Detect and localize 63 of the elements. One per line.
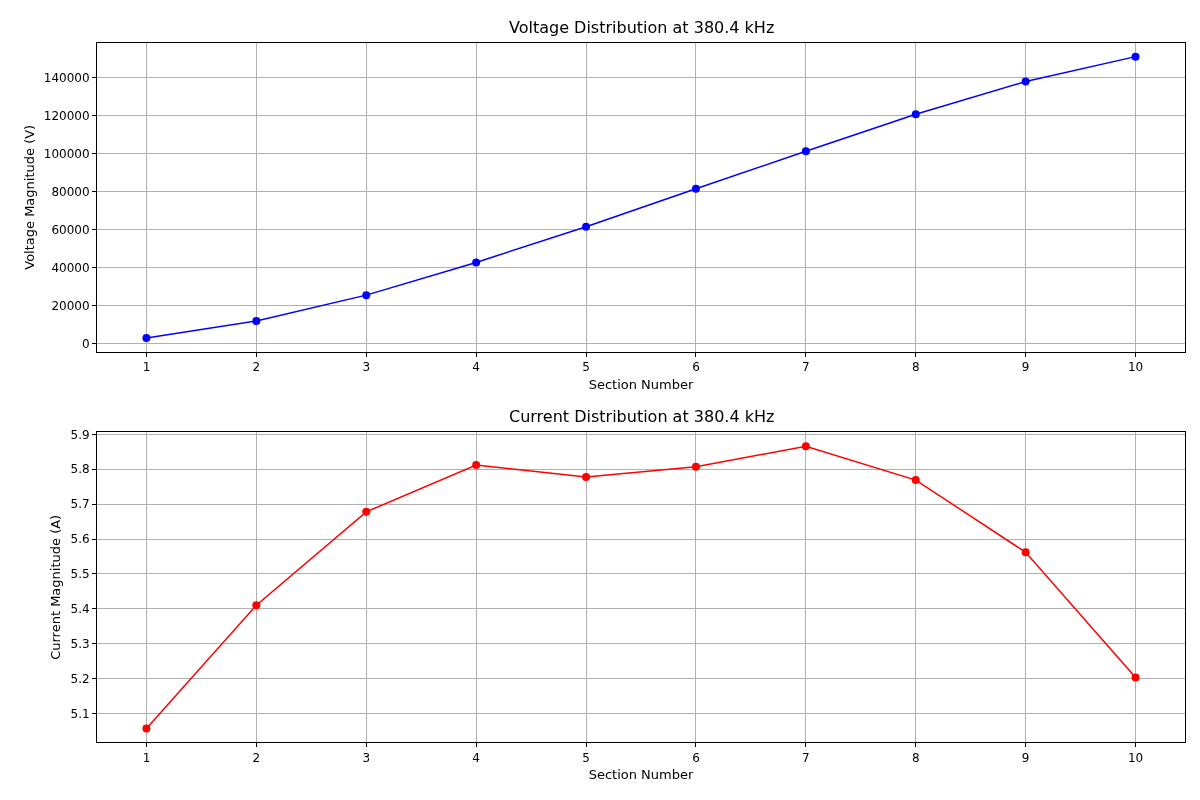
x-tick-label: 9	[1021, 750, 1030, 765]
x-tick-label: 7	[802, 750, 810, 765]
y-tick-label: 60000	[51, 222, 90, 237]
x-axis-title: Section Number	[588, 376, 694, 392]
point	[142, 724, 151, 733]
y-tick-label: 5.8	[70, 462, 90, 477]
x-tick-label: 4	[472, 750, 480, 765]
y-tick-label: 5.1	[70, 706, 90, 721]
point	[911, 110, 920, 119]
x-tick-label: 1	[142, 750, 151, 765]
y-tick-label: 5.6	[70, 532, 90, 547]
chart-title: Voltage Distribution at 380.4 kHz	[509, 18, 775, 37]
x-tick-label: 4	[472, 360, 480, 375]
x-tick-label: 3	[362, 360, 371, 375]
point	[1131, 52, 1140, 61]
point	[362, 291, 371, 300]
y-tick-label: 5.7	[70, 497, 90, 512]
x-tick-label: 5	[582, 750, 590, 765]
y-tick-label: 100000	[43, 146, 90, 161]
point	[252, 601, 261, 610]
y-axis-title: Voltage Magnitude (V)	[21, 124, 37, 270]
point	[252, 317, 261, 326]
point	[1131, 673, 1140, 682]
y-tick-label: 5.3	[70, 636, 90, 651]
point	[1021, 548, 1030, 557]
x-tick-label: 6	[692, 750, 700, 765]
x-tick-label: 6	[692, 360, 700, 375]
y-tick-label: 5.5	[70, 567, 90, 582]
y-tick-label: 5.4	[70, 601, 90, 616]
point	[801, 147, 810, 156]
y-tick-label: 5.2	[70, 671, 90, 686]
x-tick-label: 2	[252, 750, 261, 765]
x-tick-label: 1	[142, 360, 151, 375]
chart-title: Current Distribution at 380.4 kHz	[509, 407, 775, 426]
x-axis-title: Section Number	[588, 767, 694, 783]
x-tick-label: 8	[911, 750, 920, 765]
point	[472, 461, 481, 470]
x-tick-label: 8	[911, 360, 920, 375]
point	[472, 258, 481, 267]
point	[691, 462, 700, 471]
point	[582, 472, 591, 481]
point	[801, 442, 810, 451]
x-tick-label: 9	[1021, 360, 1030, 375]
point	[362, 507, 371, 516]
y-tick-label: 5.9	[70, 427, 90, 442]
point	[582, 222, 591, 231]
point	[911, 476, 920, 485]
point	[691, 184, 700, 193]
point	[1021, 77, 1030, 86]
y-tick-label: 140000	[43, 70, 90, 85]
y-tick-label: 0	[81, 337, 90, 352]
x-tick-label: 10	[1127, 360, 1144, 375]
point	[142, 333, 151, 342]
x-tick-label: 3	[362, 750, 371, 765]
y-tick-label: 20000	[51, 298, 90, 313]
y-tick-label: 120000	[43, 108, 90, 123]
x-tick-label: 5	[582, 360, 590, 375]
x-tick-label: 10	[1127, 750, 1144, 765]
x-tick-label: 2	[252, 360, 261, 375]
y-axis-title: Current Magnitude (A)	[48, 514, 64, 660]
y-tick-label: 80000	[51, 184, 90, 199]
y-tick-label: 40000	[51, 260, 90, 275]
x-tick-label: 7	[802, 360, 810, 375]
